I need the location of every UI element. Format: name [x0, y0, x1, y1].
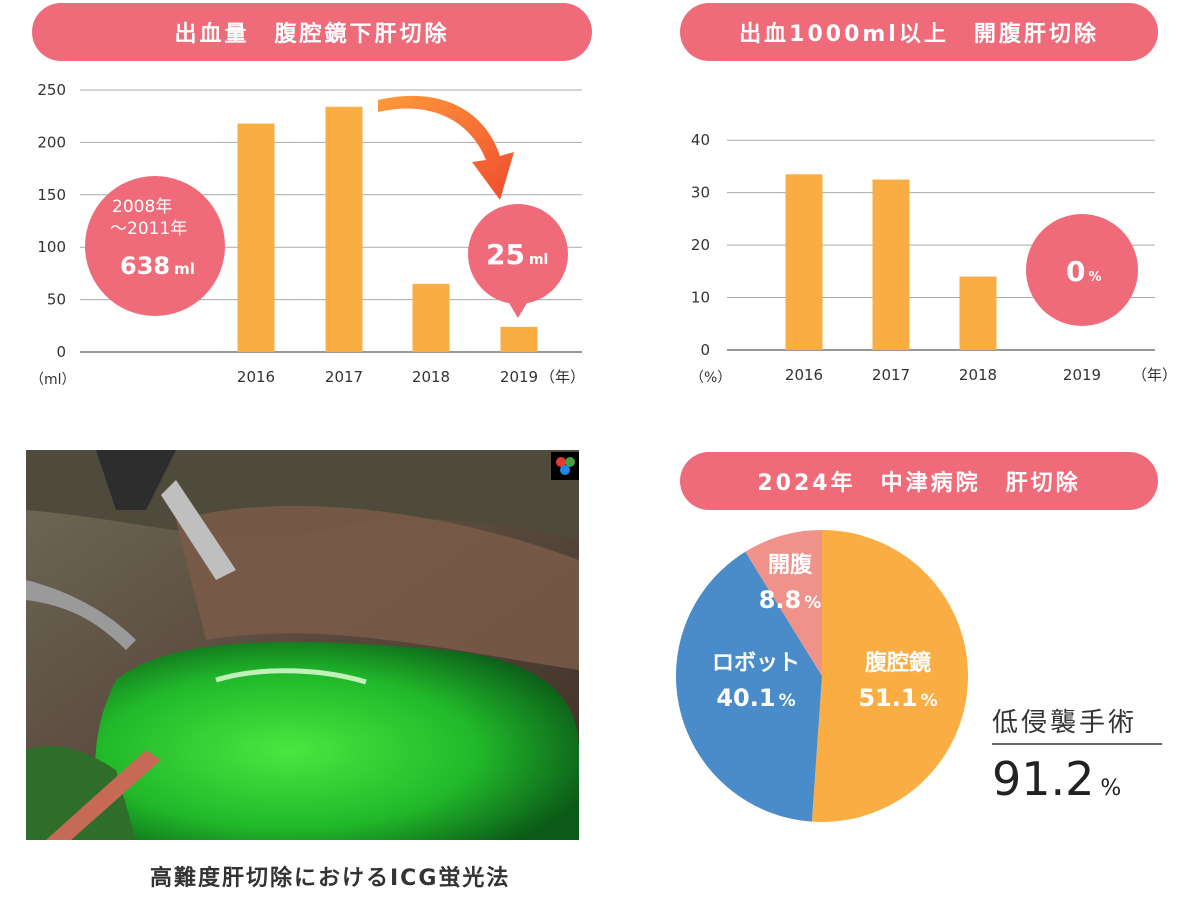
baseline-period-line2: ～2011年 [110, 219, 187, 239]
result-bubble-tail [506, 298, 530, 318]
c1-xtick-label: 2016 [237, 368, 275, 386]
minimally-invasive-label: 低侵襲手術 [992, 708, 1138, 738]
c1-xtick-label: 2017 [325, 368, 363, 386]
icg-surgery-photo [26, 450, 579, 840]
pie-label-0: 腹腔鏡 [865, 650, 931, 676]
c1-ytick-label: 200 [37, 133, 66, 151]
summary-divider [992, 743, 1162, 745]
c2-y-unit: （%） [690, 370, 731, 386]
result-value: 25 ml [486, 238, 548, 271]
pie-slice-1 [676, 551, 822, 822]
trend-arrow-icon [378, 95, 514, 200]
baseline-period-line1: 2008年 [112, 197, 172, 217]
photo-caption: 高難度肝切除におけるICG蛍光法 [150, 866, 511, 891]
c1-bar-2019 [500, 326, 538, 352]
c1-ytick-label: 150 [37, 186, 66, 204]
chart3-title: 2024年 中津病院 肝切除 [680, 452, 1158, 510]
c2-ytick-label: 0 [700, 341, 710, 359]
c2-xtick-label: 2018 [959, 366, 997, 384]
chart2-svg: 0 10 20 30 40 2016 2017 2018 2019 （%） （年） 0% [690, 131, 1177, 386]
result-bubble [468, 204, 568, 304]
c2-x-unit: （年） [1132, 366, 1177, 384]
pie-value-0: 51.1% [858, 684, 937, 712]
zero-percent-value: 0% [1066, 255, 1102, 288]
pie-value-2: 8.8% [759, 586, 822, 614]
c1-xtick-label: 2018 [412, 368, 450, 386]
c1-ytick-label: 250 [37, 81, 66, 99]
c1-xtick-label: 2019 [500, 368, 538, 386]
pie-slice-2 [745, 530, 822, 676]
c2-ytick-label: 30 [691, 184, 710, 202]
baseline-circle [85, 176, 225, 316]
zero-percent-circle [1026, 214, 1138, 326]
c1-bar-2016 [237, 123, 275, 352]
c2-xtick-label: 2019 [1063, 366, 1101, 384]
c2-bar-2016 [785, 174, 823, 350]
c2-bar-2018 [959, 276, 997, 350]
c2-ytick-label: 10 [691, 289, 710, 307]
c2-ytick-label: 40 [691, 131, 710, 149]
c2-bar-2017 [872, 179, 910, 350]
c1-x-unit: （年） [540, 368, 585, 386]
pie-label-1: ロボット [712, 651, 800, 676]
chart1-title: 出血量 腹腔鏡下肝切除 [32, 3, 592, 61]
minimally-invasive-value: 91.2% [992, 752, 1122, 806]
baseline-value: 638 ml [120, 252, 195, 280]
c1-ytick-label: 50 [47, 291, 66, 309]
chart2-title: 出血1000ml以上 開腹肝切除 [680, 3, 1158, 61]
c1-ytick-label: 100 [37, 238, 66, 256]
pie-label-2: 開腹 [768, 552, 813, 578]
c2-ytick-label: 20 [691, 236, 710, 254]
c1-bar-2018 [412, 283, 450, 352]
c2-xtick-label: 2016 [785, 366, 823, 384]
pie-slice-0 [811, 530, 969, 822]
c1-y-unit: （ml） [30, 372, 76, 388]
c2-xtick-label: 2017 [872, 366, 910, 384]
chart1-svg: 0 50 100 150 200 250 2016 2017 2018 2019 （ml） （年） 2… [30, 81, 585, 388]
c1-bar-2017 [325, 106, 363, 352]
c1-ytick-label: 0 [56, 343, 66, 361]
pie-value-1: 40.1% [716, 684, 795, 712]
